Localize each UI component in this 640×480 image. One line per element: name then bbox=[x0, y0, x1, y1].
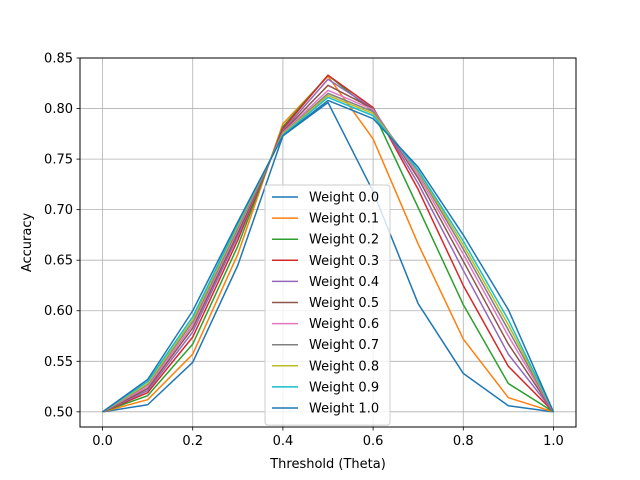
legend-label: Weight 0.2 bbox=[309, 233, 379, 248]
y-axis-label: Accuracy bbox=[20, 213, 35, 273]
plot-frame bbox=[79, 57, 577, 428]
x-tick-label: 0.6 bbox=[363, 434, 384, 449]
series-lines bbox=[102, 74, 555, 413]
legend-label: Weight 0.0 bbox=[309, 191, 379, 206]
x-tick-label: 0.8 bbox=[453, 434, 474, 449]
series-line-6 bbox=[102, 89, 555, 413]
y-axis-ticks: 0.50 0.55 0.60 0.65 0.70 0.75 0.80 0.85 bbox=[44, 52, 80, 420]
legend-label: Weight 0.5 bbox=[309, 296, 379, 311]
series-line-9 bbox=[102, 96, 555, 413]
series-line-7 bbox=[102, 92, 555, 413]
y-tick-label: 0.50 bbox=[44, 405, 73, 420]
legend-label: Weight 0.9 bbox=[309, 380, 379, 395]
series-line-3 bbox=[102, 74, 554, 413]
legend-label: Weight 0.3 bbox=[309, 254, 379, 269]
legend-label: Weight 1.0 bbox=[309, 402, 379, 417]
series-line-10 bbox=[102, 99, 555, 413]
legend: Weight 0.0 Weight 0.1 Weight 0.2 Weight 0.3… bbox=[264, 184, 391, 426]
x-tick-label: 0.0 bbox=[92, 434, 113, 449]
legend-label: Weight 0.6 bbox=[309, 317, 379, 332]
x-tick-label: 0.4 bbox=[273, 434, 294, 449]
x-axis-ticks: 0.0 0.2 0.4 0.6 0.8 1.0 bbox=[92, 427, 564, 449]
y-tick-label: 0.65 bbox=[44, 254, 73, 269]
legend-label: Weight 0.4 bbox=[309, 275, 379, 290]
y-tick-label: 0.70 bbox=[44, 203, 73, 218]
x-tick-label: 0.2 bbox=[182, 434, 203, 449]
series-line-0 bbox=[102, 101, 554, 413]
y-tick-label: 0.60 bbox=[44, 304, 73, 319]
y-tick-label: 0.75 bbox=[44, 153, 73, 168]
y-tick-label: 0.55 bbox=[44, 355, 73, 370]
series-line-5 bbox=[102, 84, 555, 413]
y-tick-label: 0.80 bbox=[44, 102, 73, 117]
legend-label: Weight 0.8 bbox=[309, 359, 379, 374]
x-tick-label: 1.0 bbox=[543, 434, 564, 449]
x-axis-label: Threshold (Theta) bbox=[269, 457, 386, 472]
legend-label: Weight 0.1 bbox=[309, 212, 379, 227]
legend-label: Weight 0.7 bbox=[309, 338, 379, 353]
series-line-8 bbox=[102, 94, 555, 413]
series-line-4 bbox=[102, 78, 555, 413]
y-tick-label: 0.85 bbox=[44, 52, 73, 67]
